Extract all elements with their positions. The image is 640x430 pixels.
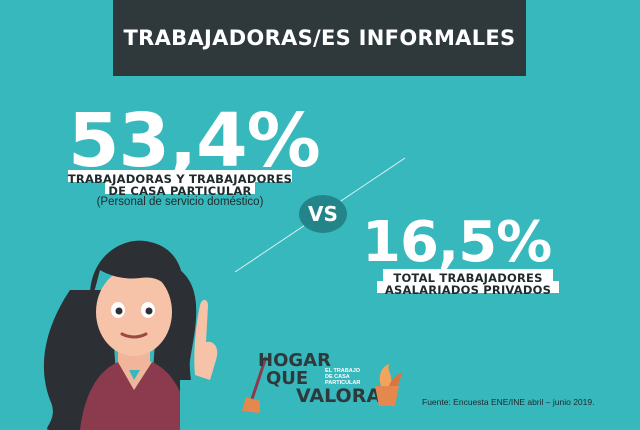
cleaning-bucket-icon: [375, 364, 403, 406]
left-stat-label-line2: DE CASA PARTICULAR: [108, 184, 252, 198]
logo-tagline-3: PARTICULAR: [325, 380, 361, 386]
right-stat-value: 16,5%: [362, 210, 552, 275]
left-stat-label-line1: TRABAJADORAS Y TRABAJADORES: [67, 172, 293, 186]
left-stat-value: 53,4%: [68, 98, 321, 184]
broom-icon: [242, 356, 268, 413]
woman-illustration: [43, 240, 220, 430]
vs-text: VS: [308, 202, 338, 226]
logo-tagline-1: EL TRABAJO: [325, 368, 361, 374]
page-title: TRABAJADORAS/ES INFORMALES: [123, 26, 516, 50]
left-stat-label: TRABAJADORAS Y TRABAJADORES DE CASA PART…: [63, 173, 297, 197]
left-label-bar: [68, 170, 292, 194]
right-stat-label-line2: ASALARIADOS PRIVADOS: [384, 283, 552, 297]
logo-tagline: EL TRABAJO DE CASA PARTICULAR: [325, 368, 373, 386]
left-stat-sublabel: (Personal de servicio doméstico): [96, 196, 264, 208]
logo-tagline-2: DE CASA: [325, 374, 350, 380]
logo-line1: HOGAR: [258, 350, 331, 371]
right-label-bar: [377, 269, 559, 293]
right-stat-label: TOTAL TRABAJADORES ASALARIADOS PRIVADOS: [368, 272, 568, 296]
right-stat-label-line1: TOTAL TRABAJADORES: [393, 271, 543, 285]
title-bar: TRABAJADORAS/ES INFORMALES: [113, 0, 526, 76]
vs-badge: VS: [299, 195, 347, 233]
logo-line3: VALORA: [296, 385, 382, 407]
source-note: Fuente: Encuesta ENE/INE abril – junio 2…: [422, 397, 595, 407]
logo-line2: QUE: [266, 368, 309, 389]
